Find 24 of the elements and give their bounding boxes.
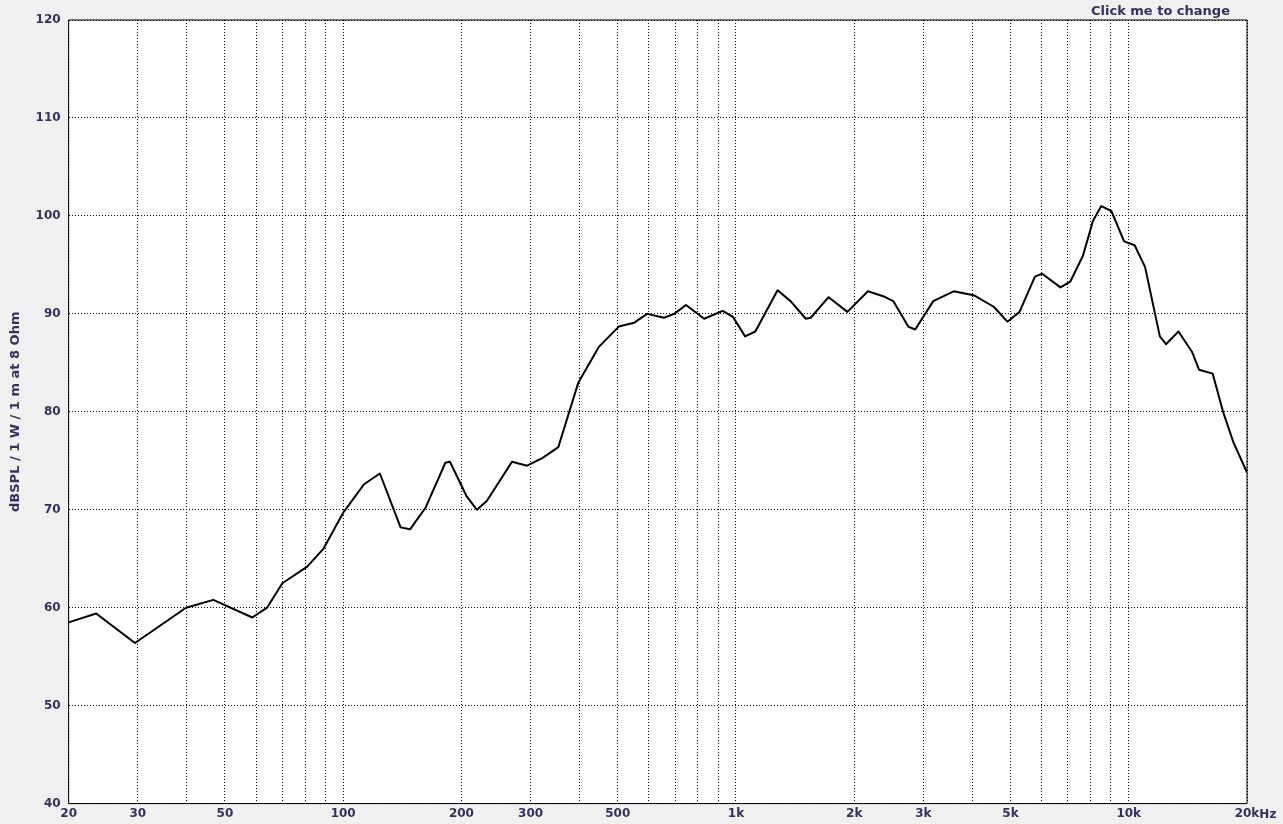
x-tick-label: 300 bbox=[518, 805, 544, 820]
x-tick-label: 10k bbox=[1116, 805, 1143, 820]
x-tick-label: 100 bbox=[330, 805, 356, 820]
x-tick-label: 50 bbox=[216, 805, 234, 820]
y-tick-label: 70 bbox=[43, 501, 61, 516]
y-tick-label: 40 bbox=[43, 795, 61, 810]
y-tick-label: 90 bbox=[43, 305, 61, 320]
x-tick-label: 5k bbox=[1002, 805, 1020, 820]
x-tick-label: 2k bbox=[846, 805, 864, 820]
text: Click me to change bbox=[1090, 2, 1231, 18]
y-tick-label: 60 bbox=[43, 599, 61, 614]
x-axis-title: Hz bbox=[1259, 806, 1277, 821]
y-tick-label: 120 bbox=[35, 12, 61, 27]
y-tick-label: 110 bbox=[35, 110, 61, 125]
y-tick-label: 100 bbox=[35, 208, 61, 223]
y-tick-label: 50 bbox=[43, 697, 61, 712]
x-tick-label: 30 bbox=[129, 805, 147, 820]
x-tick-label: 500 bbox=[605, 805, 631, 820]
x-tick-label: 20 bbox=[60, 805, 77, 820]
x-tick-label: 200 bbox=[448, 805, 474, 820]
y-tick-label: 80 bbox=[43, 403, 61, 418]
x-tick-label: 3k bbox=[915, 805, 933, 820]
y-axis-title: dBSPL / 1 W / 1 m at 8 Ohm bbox=[7, 311, 23, 513]
x-tick-label: 1k bbox=[727, 805, 746, 820]
